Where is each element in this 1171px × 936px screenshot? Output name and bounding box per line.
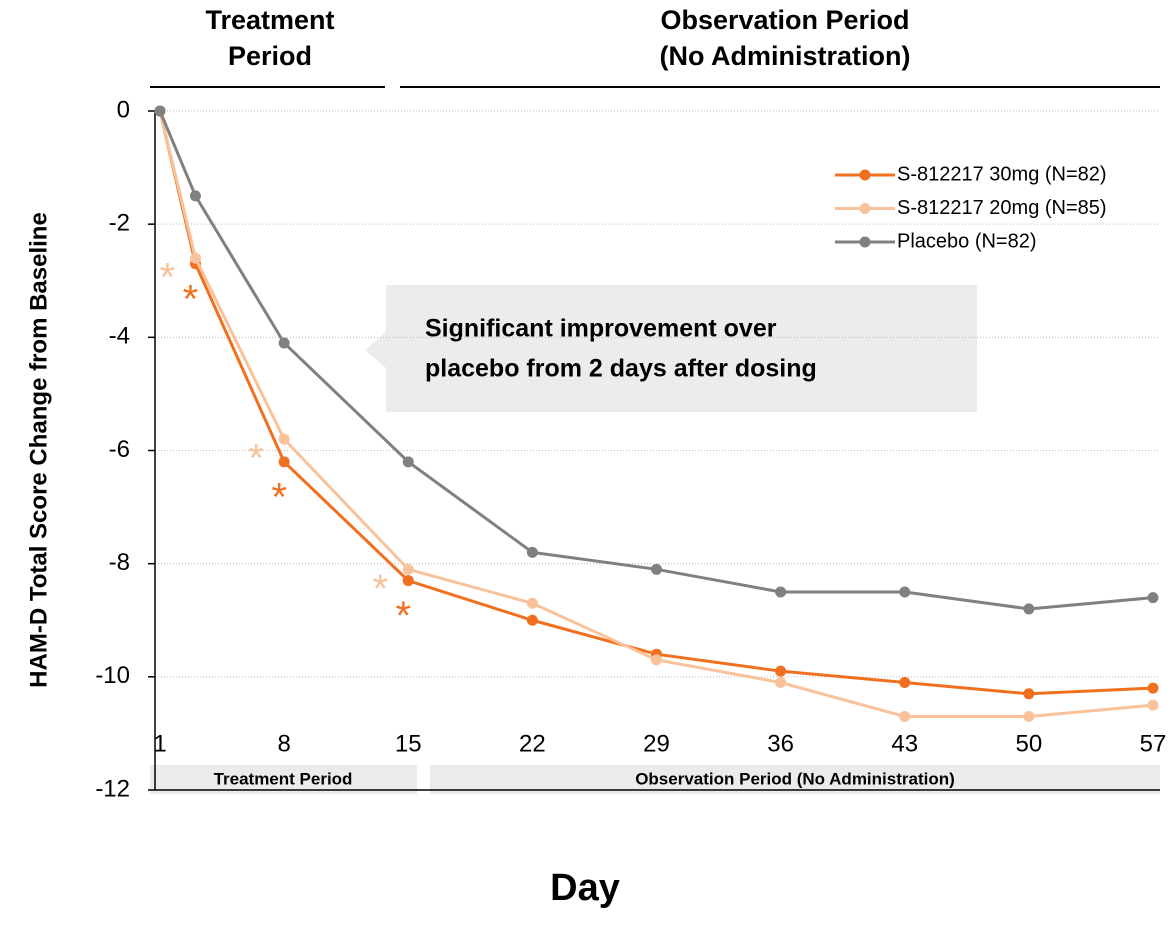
- significance-marker: *: [160, 256, 176, 300]
- data-point: [1023, 688, 1035, 700]
- legend-label: S-812217 30mg (N=82): [897, 163, 1107, 185]
- significance-marker: *: [248, 437, 264, 481]
- data-point: [899, 676, 911, 688]
- y-tick-label: -6: [109, 436, 130, 463]
- legend-swatch: [859, 203, 871, 214]
- x-tick-label: 43: [891, 730, 918, 757]
- data-point: [1147, 592, 1159, 604]
- y-tick-label: -4: [109, 323, 130, 350]
- data-point: [1147, 699, 1159, 711]
- data-point: [775, 676, 787, 688]
- period-band-label: Treatment Period: [214, 769, 353, 788]
- data-point: [775, 665, 787, 677]
- y-tick-label: -10: [95, 662, 130, 689]
- data-point: [278, 433, 290, 445]
- y-tick-label: -2: [109, 210, 130, 237]
- x-tick-label: 22: [519, 730, 546, 757]
- y-tick-label: 0: [117, 96, 130, 123]
- data-point: [189, 190, 201, 202]
- legend-label: Placebo (N=82): [897, 230, 1037, 252]
- period-band-label: Observation Period (No Administration): [635, 769, 955, 788]
- series-line: [158, 110, 1154, 611]
- legend-swatch: [859, 236, 871, 248]
- data-point: [651, 654, 662, 666]
- significance-marker: *: [183, 277, 199, 321]
- data-point: [402, 563, 414, 575]
- data-point: [278, 337, 290, 349]
- period-band: [150, 765, 417, 794]
- annotation: placebo from 2 days after dosing: [425, 355, 817, 383]
- data-point: [899, 710, 911, 722]
- data-point: [189, 252, 201, 264]
- period-band: [430, 765, 1160, 794]
- data-point: [1023, 603, 1035, 615]
- y-tick-label: -8: [109, 549, 130, 576]
- x-tick-label: 15: [395, 730, 422, 757]
- data-point: [526, 614, 538, 626]
- x-tick-label: 50: [1016, 730, 1043, 757]
- x-tick-label: 57: [1140, 730, 1167, 757]
- data-point: [402, 575, 414, 587]
- data-point: [154, 105, 166, 117]
- period-header: (No Administration): [660, 41, 911, 71]
- data-point: [402, 456, 414, 468]
- y-tick-label: -12: [95, 775, 130, 802]
- data-point: [1023, 710, 1035, 722]
- x-tick-label: 36: [767, 730, 794, 757]
- period-header: Treatment: [205, 5, 334, 35]
- annotation: Significant improvement over: [425, 315, 777, 343]
- series-line: [158, 110, 1154, 696]
- x-tick-label: 29: [643, 730, 670, 757]
- series-line: [158, 110, 1154, 718]
- data-point: [526, 546, 538, 558]
- x-tick-label: 8: [277, 730, 290, 757]
- data-point: [278, 456, 290, 468]
- period-header: Period: [228, 41, 312, 71]
- x-tick-label: 1: [153, 730, 166, 757]
- x-axis-title: Day: [550, 867, 620, 909]
- y-axis-title: HAM-D Total Score Change from Baseline: [25, 212, 52, 688]
- data-point: [526, 597, 538, 609]
- significance-marker: *: [271, 475, 287, 519]
- data-point: [1147, 682, 1159, 694]
- legend-label: S-812217 20mg (N=85): [897, 197, 1107, 219]
- legend-swatch: [859, 169, 871, 181]
- data-point: [899, 586, 911, 598]
- significance-marker: *: [395, 594, 411, 638]
- period-header: Observation Period: [660, 5, 909, 35]
- annotation-box: [365, 285, 977, 412]
- data-point: [651, 563, 662, 575]
- data-point: [775, 586, 787, 598]
- significance-marker: *: [372, 567, 388, 611]
